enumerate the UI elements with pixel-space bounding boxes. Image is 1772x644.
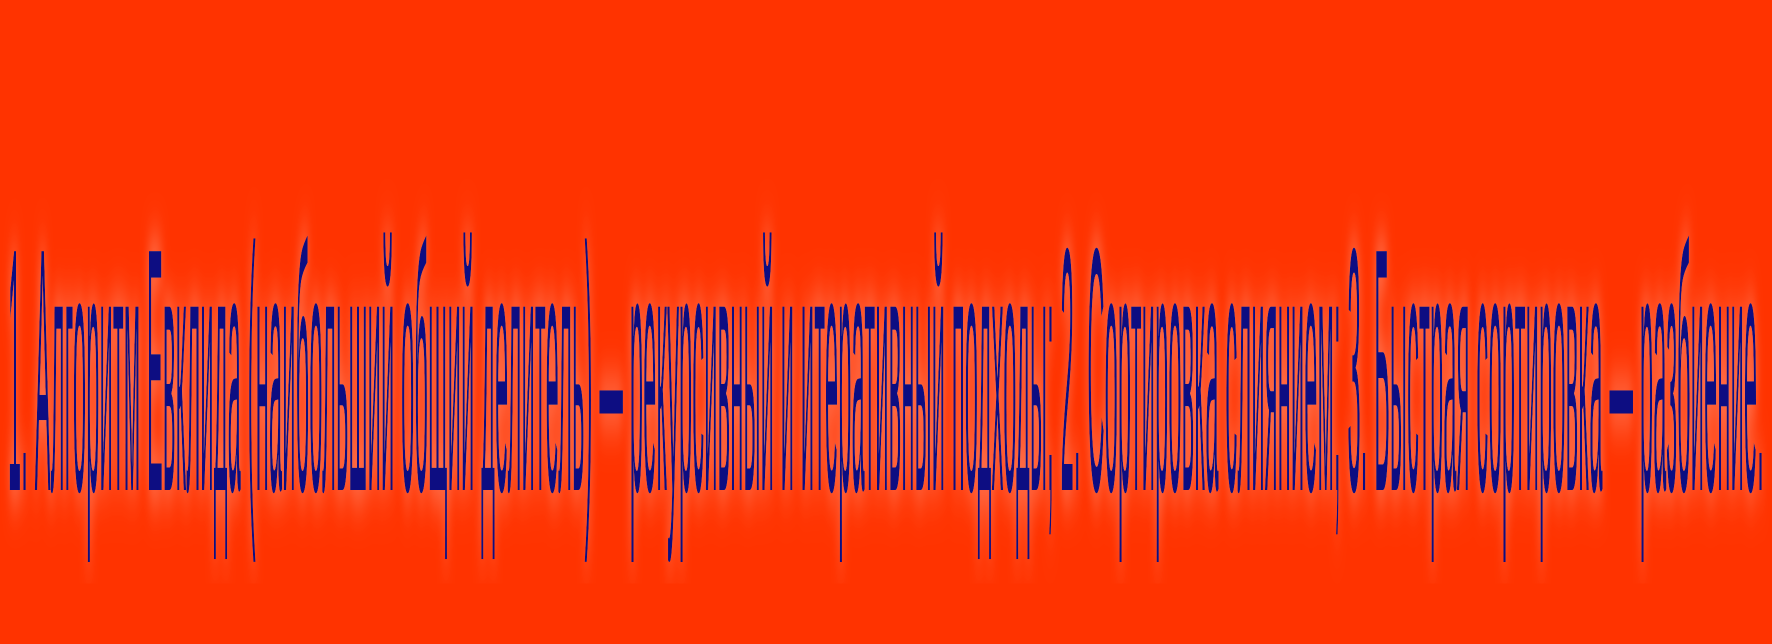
banner-caption: 1. Алгоритм Евклида (наибольший общий де… <box>8 176 1764 564</box>
